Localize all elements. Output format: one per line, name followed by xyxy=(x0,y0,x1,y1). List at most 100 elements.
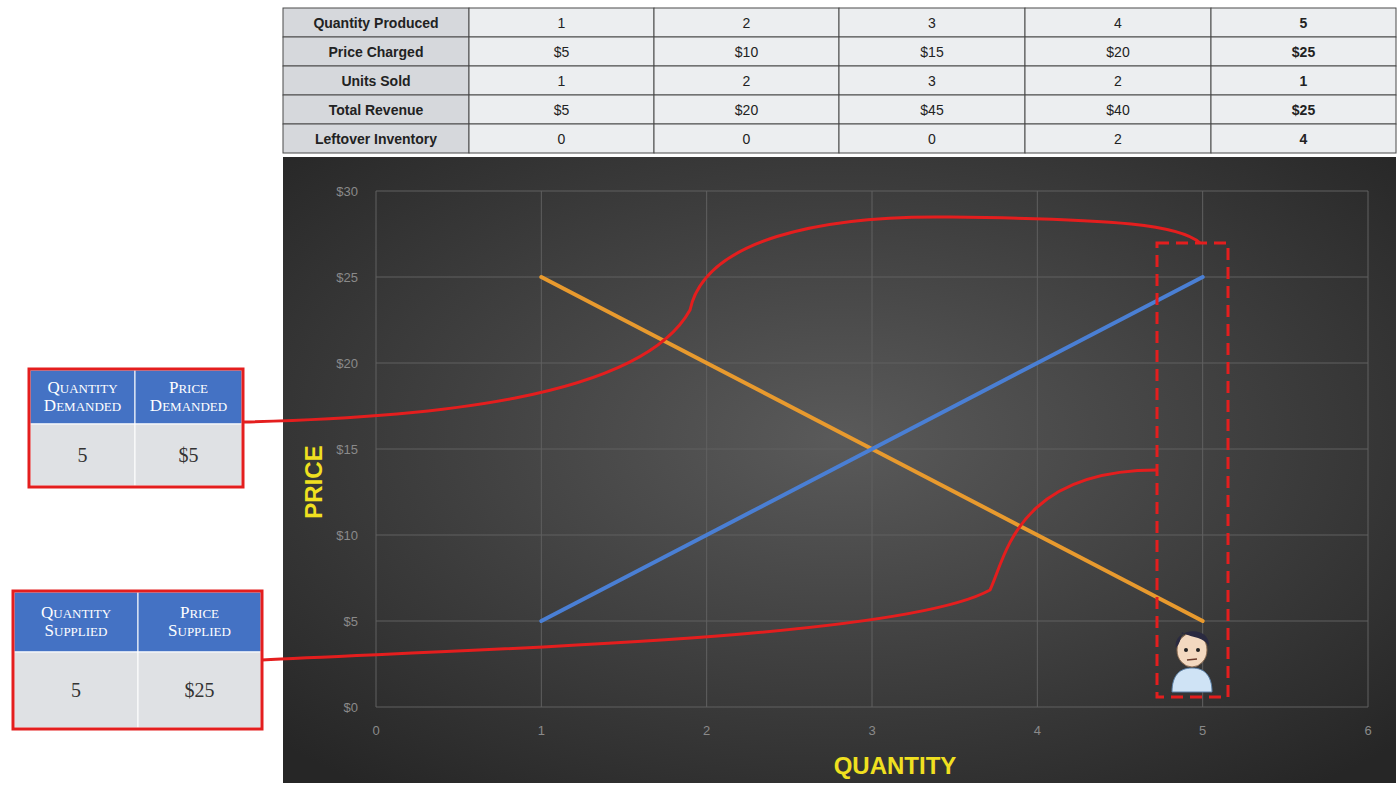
row-header: Leftover Inventory xyxy=(315,131,437,147)
table-cell xyxy=(1025,8,1211,37)
cell-text: 1 xyxy=(1300,73,1308,89)
y-tick-label: $10 xyxy=(336,528,358,543)
table-cell xyxy=(654,66,839,95)
table-cell xyxy=(283,95,469,124)
y-tick-label: $0 xyxy=(344,700,358,715)
x-tick-label: 1 xyxy=(538,723,545,738)
body-cell xyxy=(138,652,261,728)
small-caps: UPPLIED xyxy=(54,624,107,639)
grid: $0$5$10$15$20$25$300123456 xyxy=(336,184,1371,738)
person-icon xyxy=(1172,631,1212,692)
table-cell xyxy=(1211,8,1396,37)
plot-area xyxy=(541,277,1202,621)
header-cell xyxy=(138,592,261,652)
connector xyxy=(243,217,1200,422)
table-cell xyxy=(839,95,1025,124)
y-tick-label: $5 xyxy=(344,614,358,629)
cell-text: $25 xyxy=(185,679,215,701)
header-text: QUANTITY xyxy=(41,603,112,622)
cell-text: 0 xyxy=(558,131,566,147)
table-cell xyxy=(1211,66,1396,95)
small-caps: UPPLIED xyxy=(178,624,231,639)
table-cell xyxy=(839,66,1025,95)
annotations xyxy=(243,217,1228,697)
cell-text: $45 xyxy=(920,102,944,118)
table-cell xyxy=(469,8,654,37)
body-cell xyxy=(14,652,138,728)
table-cell xyxy=(1025,66,1211,95)
table-border xyxy=(29,369,243,487)
cap: D xyxy=(150,396,162,415)
table-cell xyxy=(654,8,839,37)
cap: D xyxy=(44,396,56,415)
table-cell xyxy=(1211,124,1396,153)
small-caps: UANTITY xyxy=(60,381,118,396)
body-cell xyxy=(135,424,242,486)
cap: P xyxy=(169,378,178,397)
connector xyxy=(262,470,1157,660)
grid-line xyxy=(1368,191,1369,707)
grid-line xyxy=(541,191,542,707)
cell-text: $5 xyxy=(554,102,570,118)
y-tick-label: $30 xyxy=(336,184,358,199)
cell-text: 2 xyxy=(743,15,751,31)
cell-text: 0 xyxy=(743,131,751,147)
header-text: DEMANDED xyxy=(44,396,121,415)
supply-line xyxy=(541,277,1202,621)
body-cell xyxy=(30,424,135,486)
header-text: SUPPLIED xyxy=(45,621,108,640)
table-cell xyxy=(469,95,654,124)
header-cell xyxy=(30,370,135,424)
row-header: Price Charged xyxy=(329,44,424,60)
cell-text: 3 xyxy=(928,15,936,31)
cell-text: $20 xyxy=(1106,44,1130,60)
table-cell xyxy=(283,8,469,37)
highlight-box xyxy=(1157,243,1228,697)
cell-text: 3 xyxy=(928,73,936,89)
cell-text: $10 xyxy=(735,44,759,60)
table-cell xyxy=(283,37,469,66)
cell-text: $20 xyxy=(735,102,759,118)
cell-text: 5 xyxy=(1300,15,1308,31)
cell-text: 0 xyxy=(928,131,936,147)
cell-text: $5 xyxy=(554,44,570,60)
table-cell xyxy=(469,66,654,95)
cell-text: 2 xyxy=(743,73,751,89)
x-tick-label: 4 xyxy=(1034,723,1041,738)
chart-background xyxy=(283,157,1396,783)
x-tick-label: 6 xyxy=(1364,723,1371,738)
cell-text: 4 xyxy=(1114,15,1122,31)
body xyxy=(1172,668,1212,692)
table-border xyxy=(13,591,262,729)
header-text: QUANTITY xyxy=(47,378,118,397)
x-axis-label: QUANTITY xyxy=(834,752,957,779)
table-cell xyxy=(839,124,1025,153)
table-cell xyxy=(283,66,469,95)
eye xyxy=(1196,648,1200,652)
table-cell xyxy=(839,8,1025,37)
cap: S xyxy=(168,621,177,640)
header-text: SUPPLIED xyxy=(168,621,231,640)
row-header: Quantity Produced xyxy=(313,15,438,31)
y-tick-label: $15 xyxy=(336,442,358,457)
cell-text: 1 xyxy=(558,15,566,31)
cell-text: $5 xyxy=(179,444,199,466)
table-cell xyxy=(1211,37,1396,66)
cell-text: 1 xyxy=(558,73,566,89)
cell-text: $40 xyxy=(1106,102,1130,118)
page: Quantity Produced 1 2 3 4 5 Price Charged $5 $10… xyxy=(0,0,1400,787)
grid-line xyxy=(1037,191,1038,707)
table-cell xyxy=(654,37,839,66)
demand-table: QUANTITYDEMANDED5PRICEDEMANDED$5 xyxy=(29,369,243,487)
table-cell xyxy=(469,37,654,66)
cell-text: $25 xyxy=(1292,44,1316,60)
x-tick-label: 3 xyxy=(868,723,875,738)
table-cell xyxy=(654,95,839,124)
table-cell xyxy=(1211,95,1396,124)
table-cell xyxy=(1025,95,1211,124)
x-tick-label: 5 xyxy=(1199,723,1206,738)
mouth xyxy=(1187,659,1197,660)
cell-text: 5 xyxy=(78,444,88,466)
small-caps: EMANDED xyxy=(162,399,227,414)
grid-line xyxy=(1202,191,1203,707)
